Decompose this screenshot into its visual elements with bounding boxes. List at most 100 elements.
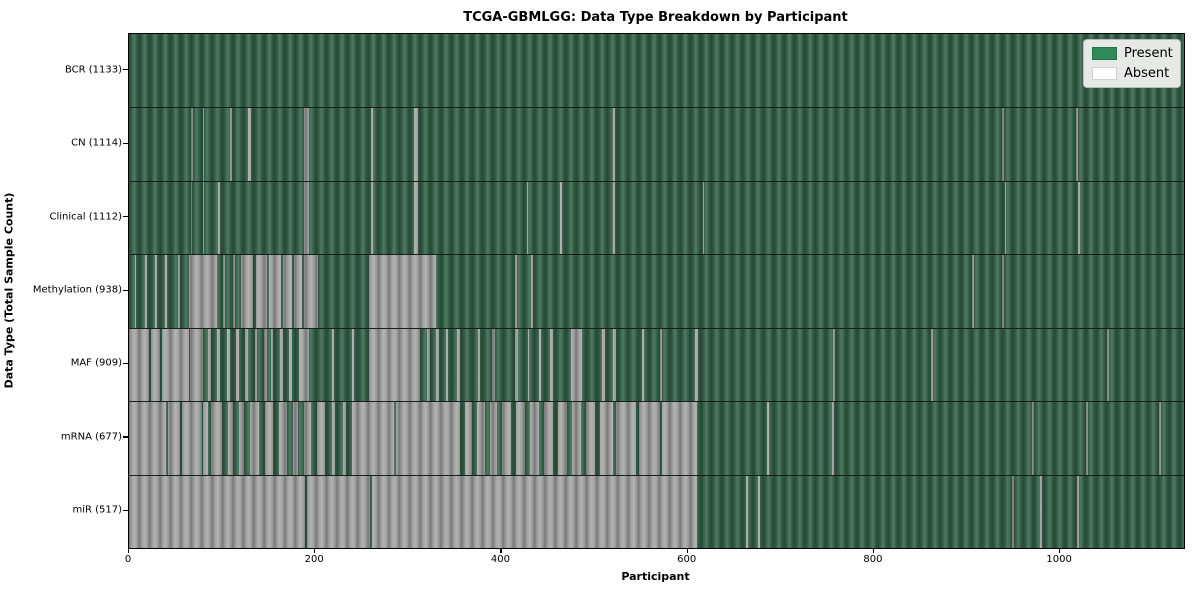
absent-segment [161, 328, 189, 402]
legend-swatch-icon [1092, 67, 1117, 80]
absent-segment [202, 108, 205, 181]
absent-segment [165, 255, 168, 328]
row-mRNA [129, 401, 1184, 475]
absent-segment [1032, 402, 1035, 475]
absent-segment [202, 181, 205, 255]
absent-segment [270, 328, 274, 402]
legend-swatch-icon [1092, 47, 1117, 60]
absent-segment [436, 328, 440, 402]
absent-segment [304, 255, 318, 328]
absent-segment [613, 328, 616, 402]
x-tick-mark [1059, 548, 1061, 553]
absent-segment [238, 402, 245, 475]
absent-segment [178, 255, 181, 328]
absent-segment [304, 181, 309, 255]
absent-segment [639, 402, 660, 475]
absent-segment [230, 108, 233, 181]
absent-segment [203, 402, 209, 475]
absent-segment [134, 255, 137, 328]
absent-segment [264, 328, 267, 402]
absent-segment [129, 475, 305, 548]
absent-segment [746, 475, 749, 548]
absent-segment [465, 402, 472, 475]
absent-segment [615, 402, 637, 475]
absent-segment [278, 402, 288, 475]
absent-segment [255, 255, 267, 328]
y-tick-mark [123, 509, 128, 511]
x-tick-label: 1000 [1046, 554, 1072, 565]
absent-segment [971, 255, 974, 328]
absent-segment [1005, 181, 1007, 255]
legend-entry: Absent [1092, 66, 1172, 81]
absent-segment [1002, 108, 1005, 181]
y-tick-label: miR (517) [72, 504, 122, 516]
absent-segment [1077, 181, 1080, 255]
x-tick-mark [686, 548, 688, 553]
y-tick-mark [123, 436, 128, 438]
absent-segment [191, 108, 194, 181]
absent-segment [586, 402, 595, 475]
row-miR [129, 474, 1184, 548]
legend-entry: Present [1092, 46, 1173, 61]
absent-segment [413, 108, 418, 181]
absent-segment [168, 402, 181, 475]
absent-segment [331, 402, 335, 475]
absent-segment [413, 181, 418, 255]
absent-segment [531, 255, 534, 328]
absent-segment [218, 181, 221, 255]
absent-segment [560, 181, 562, 255]
legend: Present Absent [1083, 39, 1181, 88]
absent-segment [223, 255, 225, 328]
absent-segment [571, 328, 582, 402]
absent-segment [544, 402, 553, 475]
absent-segment [1106, 328, 1109, 402]
absent-segment [182, 402, 202, 475]
absent-segment [396, 402, 454, 475]
absent-segment [264, 402, 274, 475]
absent-segment [343, 402, 346, 475]
absent-segment [702, 181, 705, 255]
x-axis-label: Participant [621, 570, 690, 583]
absent-segment [144, 255, 147, 328]
y-tick-mark [123, 216, 128, 218]
absent-segment [659, 328, 662, 402]
chart-title: TCGA-GBMLGG: Data Type Breakdown by Part… [463, 10, 848, 25]
absent-segment [306, 475, 371, 548]
absent-segment [292, 402, 299, 475]
row-Clinical [129, 180, 1184, 255]
row-MAF [129, 327, 1184, 402]
absent-segment [602, 328, 605, 402]
absent-segment [426, 328, 430, 402]
absent-segment [304, 402, 312, 475]
absent-segment [530, 402, 539, 475]
absent-segment [226, 328, 230, 402]
absent-segment [151, 328, 160, 402]
absent-segment [456, 328, 460, 402]
absent-segment [245, 328, 249, 402]
row-CN [129, 107, 1184, 181]
absent-segment [661, 402, 697, 475]
absent-segment [299, 328, 309, 402]
absent-segment [254, 328, 258, 402]
absent-segment [217, 328, 221, 402]
absent-segment [832, 328, 835, 402]
absent-segment [371, 108, 373, 181]
absent-segment [527, 328, 530, 402]
absent-segment [1076, 475, 1079, 548]
x-tick-label: 0 [124, 554, 132, 565]
absent-segment [240, 255, 253, 328]
absent-segment [558, 402, 567, 475]
y-tick-label: Clinical (1112) [49, 211, 123, 223]
y-tick-label: Methylation (938) [32, 284, 122, 296]
absent-segment [572, 402, 581, 475]
absent-segment [445, 328, 449, 402]
absent-segment [155, 255, 157, 328]
absent-segment [227, 402, 234, 475]
x-tick-label: 800 [863, 554, 883, 565]
x-tick-mark [500, 548, 502, 553]
y-tick-label: BCR (1133) [64, 64, 122, 76]
absent-segment [352, 328, 355, 402]
x-tick-mark [314, 548, 316, 553]
y-tick-mark [123, 69, 128, 71]
